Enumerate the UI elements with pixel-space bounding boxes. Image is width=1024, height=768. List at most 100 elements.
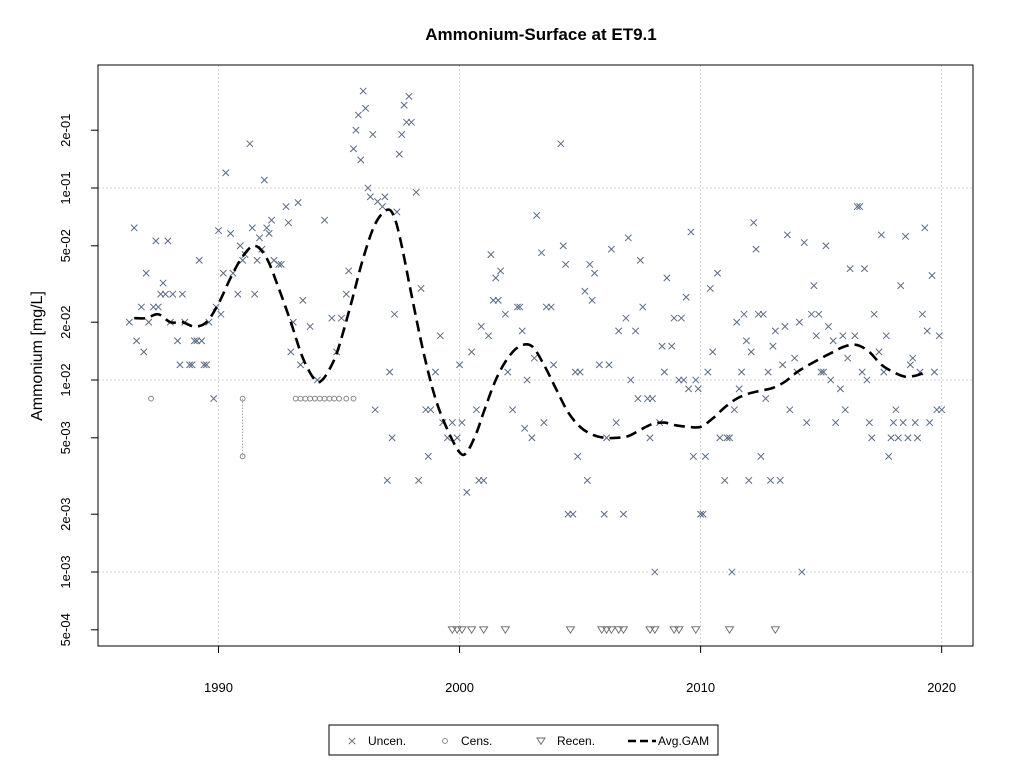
data-point-uncensored: [803, 419, 811, 427]
data-point-uncensored: [757, 452, 765, 460]
data-point-uncensored: [639, 303, 647, 311]
data-point-uncensored: [366, 193, 374, 201]
data-point-uncensored: [161, 290, 170, 298]
data-point-uncensored: [815, 310, 823, 318]
data-point-uncensored: [930, 368, 938, 376]
data-point-uncensored: [463, 488, 471, 496]
data-point-uncensored: [386, 368, 394, 376]
data-point-uncensored: [456, 361, 464, 369]
data-point-uncensored: [631, 327, 640, 335]
data-point-uncensored: [800, 238, 808, 247]
data-point-uncensored: [887, 434, 895, 442]
data-point-uncensored: [877, 231, 885, 239]
data-point-uncensored: [222, 169, 230, 177]
data-point-uncensored: [735, 385, 743, 393]
data-point-uncensored: [591, 269, 599, 277]
data-point-uncensored: [810, 282, 818, 290]
data-point-uncensored: [759, 310, 767, 318]
data-point-uncensored: [559, 242, 567, 250]
data-point-uncensored: [619, 510, 628, 518]
data-point-uncensored: [378, 203, 386, 211]
data-point-uncensored: [875, 348, 883, 356]
data-point-censored: [239, 395, 246, 402]
data-point-uncensored: [509, 406, 517, 414]
data-point-uncensored: [496, 267, 505, 275]
data-point-uncensored: [853, 203, 861, 211]
data-point-uncensored: [528, 434, 536, 442]
data-point-uncensored: [186, 361, 194, 369]
legend-item: Avg.GAM: [628, 734, 709, 748]
data-point-uncensored: [576, 368, 584, 376]
data-point-uncensored: [487, 251, 495, 259]
data-point-uncensored: [484, 332, 493, 340]
plot-frame: [97, 64, 974, 647]
legend-label: Recen.: [557, 734, 595, 748]
data-point-recensored: [645, 626, 655, 635]
y-tick-label: 5e-02: [58, 229, 73, 262]
data-point-uncensored: [260, 176, 268, 184]
data-point-recensored: [452, 626, 462, 635]
data-point-uncensored: [918, 310, 926, 318]
data-point-uncensored: [660, 368, 669, 376]
data-point-censored: [239, 453, 246, 460]
data-point-uncensored: [795, 318, 803, 326]
data-point-uncensored: [798, 568, 806, 576]
data-point-uncensored: [680, 376, 688, 384]
legend-censored-icon: [442, 738, 448, 744]
data-point-uncensored: [349, 145, 358, 153]
y-tick-label: 1e-02: [58, 363, 73, 396]
data-point-uncensored: [697, 510, 705, 518]
data-point-uncensored: [569, 510, 577, 518]
data-point-uncensored: [906, 361, 914, 369]
data-point-uncensored: [728, 568, 736, 576]
data-point-uncensored: [694, 385, 702, 393]
data-point-uncensored: [299, 296, 307, 304]
data-point-uncensored: [239, 256, 247, 264]
data-point-uncensored: [547, 303, 555, 311]
data-point-uncensored: [868, 434, 876, 442]
data-point-censored: [292, 395, 299, 402]
data-point-uncensored: [807, 310, 816, 318]
data-point-uncensored: [142, 269, 150, 277]
data-point-uncensored: [781, 322, 789, 331]
data-point-uncensored: [362, 104, 370, 112]
data-point-uncensored: [282, 203, 290, 211]
data-point-uncensored: [706, 284, 714, 292]
data-point-uncensored: [248, 224, 256, 232]
data-point-recensored: [618, 626, 629, 635]
data-point-uncensored: [400, 101, 408, 109]
data-point-uncensored: [709, 348, 717, 356]
data-point-uncensored: [501, 310, 509, 318]
axes: 1990 2000 2010 2020 5e-04 1e-03 2e-03 5e-03 1e-0…: [58, 114, 956, 695]
data-point-uncensored: [627, 376, 635, 384]
data-point-recensored: [466, 626, 477, 635]
data-point-uncensored: [550, 361, 558, 369]
data-point-uncensored: [574, 452, 582, 460]
y-tick-label: 5e-03: [58, 421, 73, 454]
data-point-uncensored: [133, 337, 141, 345]
data-point-uncensored: [253, 256, 261, 264]
recensored-points: [447, 626, 781, 635]
x-tick-label: 1990: [204, 680, 233, 695]
data-point-uncensored: [588, 296, 596, 304]
data-point-censored: [297, 395, 304, 402]
data-point-uncensored: [415, 476, 423, 484]
data-point-uncensored: [851, 332, 859, 340]
data-point-uncensored: [607, 245, 615, 253]
data-point-uncensored: [219, 269, 227, 277]
data-point-uncensored: [265, 229, 273, 237]
data-point-uncensored: [764, 368, 772, 376]
legend-recensored-icon: [536, 737, 546, 746]
data-point-uncensored: [581, 287, 589, 295]
data-point-uncensored: [658, 342, 666, 350]
data-point-uncensored: [605, 361, 613, 369]
data-point-uncensored: [600, 510, 608, 518]
x-tick-label: 2020: [927, 680, 956, 695]
data-point-uncensored: [897, 282, 905, 290]
legend-uncensored-icon: [348, 737, 356, 745]
data-point-uncensored: [776, 476, 784, 484]
data-point-uncensored: [824, 322, 832, 331]
y-axis-label: Ammonium [mg/L]: [29, 291, 46, 421]
data-point-uncensored: [646, 434, 654, 442]
